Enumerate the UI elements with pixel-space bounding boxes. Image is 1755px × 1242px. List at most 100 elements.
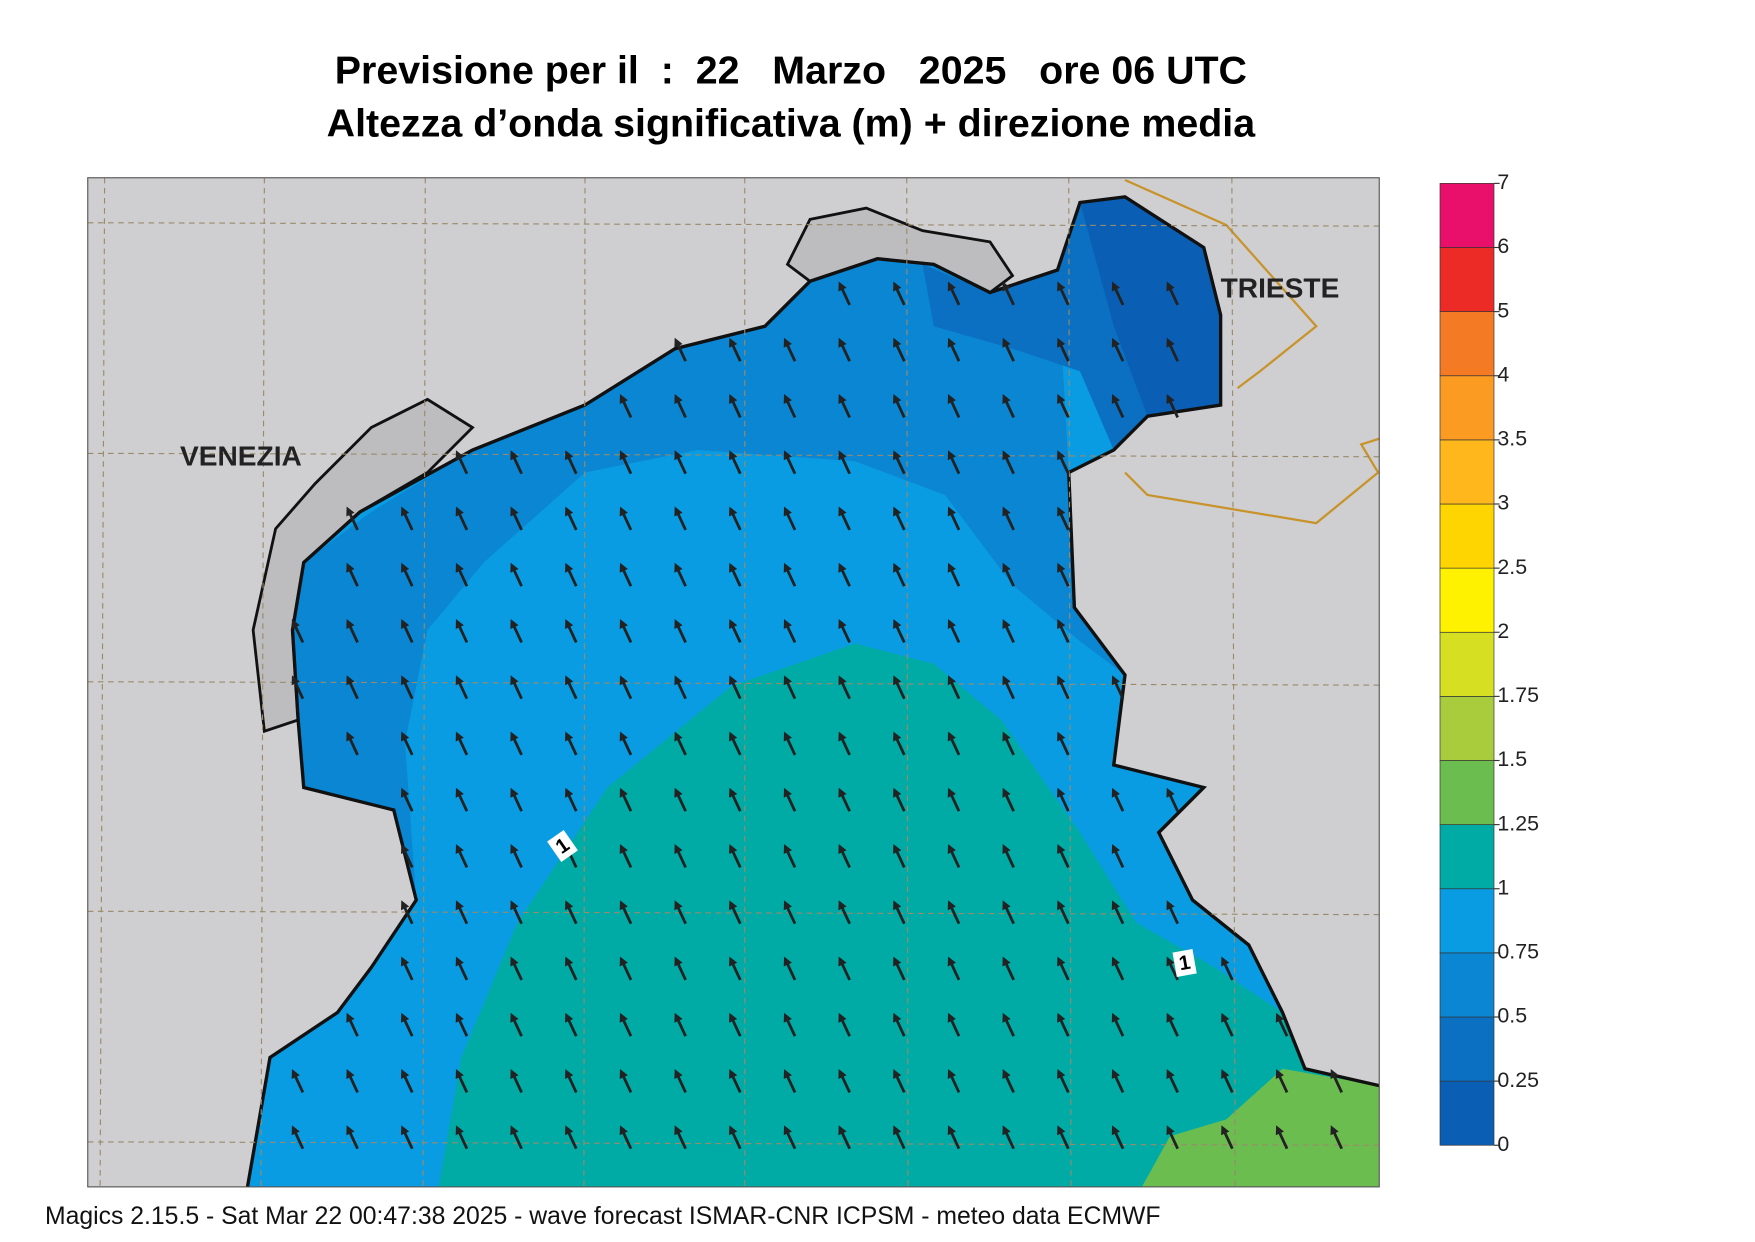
arrow-head [947,675,956,686]
arrow [838,843,851,869]
colorbar-label: 1.5 [1497,747,1527,771]
arrow [838,1125,851,1150]
arrow [838,618,851,644]
arrow [1057,562,1070,587]
arrow-head [510,450,519,461]
arrow-head [401,900,410,911]
arrow-head [838,1068,847,1080]
subtitle: Altezza d’onda significativa (m) + direz… [327,101,1257,145]
arrow-head [401,1012,410,1023]
arrow-head [565,956,574,967]
arrow-head [838,1125,847,1136]
arrow [401,618,414,644]
arrow-head [1057,843,1066,855]
arrow-head [1111,787,1120,798]
arrow [1330,1125,1343,1150]
arrow [565,506,578,531]
arrow-head [1002,393,1011,405]
arrow [1002,450,1015,475]
arrow-head [1002,675,1011,686]
arrow-head [565,1012,574,1023]
arrow [1057,450,1070,475]
arrow [1111,843,1125,869]
arrow-head [1221,1125,1230,1136]
arrow-head [619,787,628,798]
arrow [1111,1068,1125,1094]
arrow [947,1068,961,1094]
colorbar-label: 0 [1497,1132,1509,1156]
arrow-head [510,675,519,686]
title: Previsione per il : 22 Marzo 2025 ore 06… [335,49,1247,93]
arrow-head [893,900,902,911]
arrow [674,787,687,812]
arrow-head [455,450,464,461]
arrow-head [729,337,738,348]
arrow-head [346,1068,355,1080]
graticule-line [87,910,1380,916]
colorbar-band [1439,567,1495,633]
arrow [1057,506,1070,531]
arrow [1057,281,1070,306]
arrow [1002,1012,1015,1037]
arrow-head [838,1012,847,1023]
arrow [1111,393,1125,419]
arrow [1002,843,1015,869]
colorbar-label: 6 [1497,234,1509,258]
arrow [619,843,633,869]
arrow-head [565,618,574,630]
arrow [1111,281,1125,306]
colorbar-band [1439,503,1495,569]
colorbar-label: 0.25 [1497,1068,1539,1092]
arrow-head [1002,731,1011,742]
arrow [838,731,851,756]
arrow [510,787,523,812]
arrow-head [893,843,902,855]
arrow-head [783,506,792,517]
arrow-head [1111,1012,1120,1023]
arrow-head [674,787,683,798]
arrow [947,843,961,869]
arrow-head [1057,675,1066,686]
arrow [1002,675,1015,700]
arrow-head [783,562,792,573]
arrow [674,1125,687,1150]
arrow [346,618,359,644]
arrow-head [893,450,902,461]
arrow-head [619,1068,628,1080]
arrow [1057,731,1070,756]
arrow [947,393,961,419]
arrow [1002,900,1015,925]
graticule-line [1231,177,1236,1187]
arrow-head [1111,900,1120,911]
coastline [245,195,1380,1187]
arrow-head [291,1125,300,1136]
arrow-head [346,675,355,686]
arrow [1275,1068,1289,1094]
arrow-head [1166,1125,1175,1136]
arrow-head [1002,843,1011,855]
graticule-line [906,177,909,1187]
arrow [619,675,633,700]
arrow-head [346,1012,355,1023]
arrow [1166,1068,1179,1094]
arrow-head [1002,787,1011,798]
colorbar-band [1439,1016,1495,1082]
arrow-head [401,731,410,742]
arrow [729,393,742,419]
arrow-head [619,675,628,686]
graticule-line [87,681,1380,686]
colorbar-band [1439,696,1495,761]
arrow-head [565,450,574,461]
arrow-head [1002,1068,1011,1080]
arrow-head [729,506,738,517]
graticule-line [583,177,586,1187]
arrow [893,281,906,306]
arrow-head [1221,956,1230,967]
arrow [838,393,851,419]
arrow [674,843,687,869]
arrow-head [947,787,956,798]
arrow-head [1166,956,1175,967]
arrow-head [674,450,683,461]
arrow-head [947,618,956,630]
arrow-head [1111,281,1120,292]
